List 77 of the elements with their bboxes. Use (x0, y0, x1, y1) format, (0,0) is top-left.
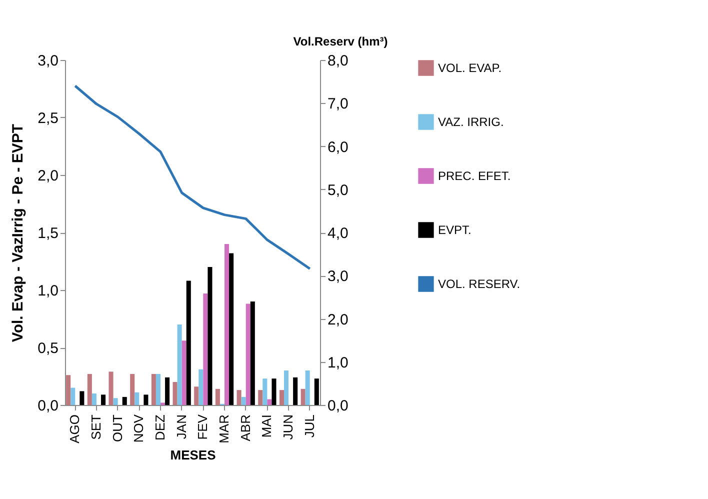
y2-tick-label: 4,0 (328, 225, 348, 242)
bar (241, 396, 246, 405)
bar (70, 388, 76, 405)
legend-label: PREC. EFET. (438, 169, 511, 183)
bar (182, 340, 186, 405)
bar (144, 394, 148, 405)
x-tick-label: OUT (110, 414, 125, 442)
bar (130, 374, 135, 405)
bar (215, 388, 220, 405)
bar (272, 378, 276, 405)
x-tick-label: DEZ (152, 414, 168, 440)
x-tick-label: JUL (302, 414, 317, 438)
x-tick-label: JAN (174, 414, 189, 440)
bar (279, 390, 284, 405)
bar (66, 375, 71, 405)
bar (101, 394, 106, 405)
bar (293, 377, 298, 405)
x-tick-label: JUN (280, 414, 296, 440)
y2-tick-label: 2,0 (328, 311, 348, 328)
bar (92, 394, 96, 405)
y-tick-label: 2,0 (38, 168, 58, 184)
y2-tick-label: 7,0 (328, 96, 348, 113)
x-tick-label: MAI (259, 414, 274, 438)
bar (208, 267, 212, 405)
bar (156, 374, 160, 405)
bar (113, 398, 118, 405)
legend-label: VAZ. IRRIG. (438, 115, 504, 129)
y-axis-title: Vol. Evap - VazIrrig - Pe - EVPT (10, 124, 27, 342)
bar (172, 382, 178, 405)
y2-axis-title: Vol.Reserv (hm³) (293, 34, 388, 48)
y2-tick-label: 5,0 (328, 182, 348, 199)
x-axis-title: MESES (170, 447, 216, 462)
bar (224, 244, 230, 405)
x-tick-label: ABR (238, 414, 253, 442)
bar (194, 386, 199, 405)
bar (229, 253, 234, 405)
bar (262, 378, 268, 405)
y-tick-label: 2,5 (38, 110, 58, 127)
x-tick-label: FEV (195, 414, 210, 440)
y2-tick-label: 3,0 (328, 268, 348, 286)
y-tick-label: 0,5 (38, 340, 58, 357)
bar (87, 374, 92, 405)
bar (314, 378, 319, 405)
x-tick-label: AGO (67, 414, 82, 444)
x-tick-label: SET (88, 414, 104, 440)
y-tick-label: 1,0 (38, 282, 58, 300)
bar (108, 372, 114, 405)
bar (236, 390, 242, 405)
y-tick-label: 0,0 (38, 398, 58, 414)
bar (250, 302, 255, 405)
bar (134, 392, 140, 405)
bar (300, 388, 306, 405)
bar (80, 391, 84, 405)
y2-tick-label: 6,0 (328, 138, 348, 156)
bar (198, 369, 204, 405)
y-tick-label: 1,5 (38, 225, 58, 242)
bar (122, 396, 127, 405)
bar (284, 370, 289, 405)
y-tick-label: 3,0 (38, 52, 58, 70)
bar (267, 399, 272, 405)
x-tick-label: NOV (131, 414, 146, 443)
bar (258, 390, 263, 405)
bar (305, 370, 310, 405)
y2-tick-label: 8,0 (328, 52, 348, 70)
line-series (74, 84, 312, 270)
y2-tick-label: 0,0 (328, 398, 348, 414)
x-tick-label: MAR (216, 414, 232, 444)
bar (165, 377, 170, 405)
legend-label: VOL. EVAP. (438, 61, 502, 75)
legend-label: EVPT. (438, 223, 472, 237)
bar (246, 304, 250, 405)
bar (177, 324, 182, 405)
legend-label: VOL. RESERV. (438, 277, 520, 291)
bar (203, 293, 208, 405)
bar (151, 374, 156, 405)
bar (186, 280, 191, 405)
y2-tick-label: 1,0 (328, 354, 348, 372)
